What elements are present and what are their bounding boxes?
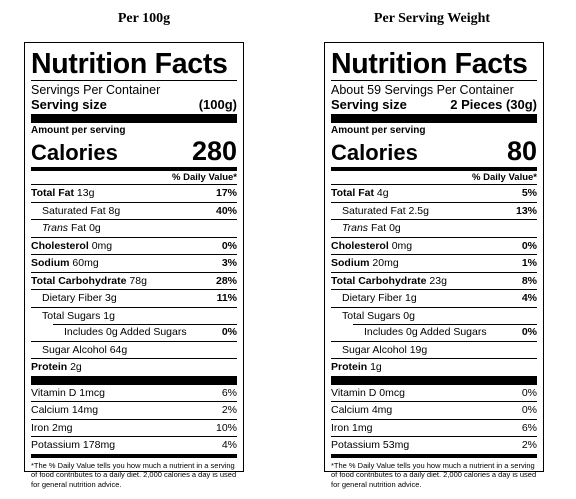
row-total-carbohydrate: Total Carbohydrate 23g 8%: [331, 271, 537, 290]
row-total-fat: Total Fat 13g 17%: [31, 184, 237, 202]
nutrition-facts-title: Nutrition Facts: [331, 48, 528, 80]
row-cholesterol: Cholesterol 0mg 0%: [31, 236, 237, 255]
daily-value-header: % Daily Value*: [472, 172, 537, 183]
row-protein: Protein 2g: [31, 358, 237, 376]
nutrition-label-per-100g: Nutrition Facts Servings Per Container S…: [24, 42, 244, 489]
footnote: *The % Daily Value tells you how much a …: [331, 460, 537, 489]
row-total-sugars: Total Sugars 0g: [331, 306, 537, 325]
calories-value: 280: [191, 136, 237, 166]
footnote: *The % Daily Value tells you how much a …: [31, 460, 237, 489]
row-iron: Iron 2mg 10%: [31, 418, 237, 437]
amount-per-serving: Amount per serving: [331, 125, 426, 136]
serving-size-row: Serving size (100g): [31, 97, 237, 114]
row-added-sugars: Includes 0g Added Sugars 0%: [331, 324, 537, 341]
row-total-fat: Total Fat 4g 5%: [331, 184, 537, 202]
row-saturated-fat: Saturated Fat 2.5g 13%: [331, 201, 537, 220]
serving-size-label: Serving size: [331, 97, 407, 112]
serving-size-value: (100g): [198, 97, 237, 112]
calories-row: Calories 80: [331, 137, 537, 165]
row-cholesterol: Cholesterol 0mg 0%: [331, 236, 537, 255]
calories-label: Calories: [331, 140, 418, 165]
amount-per-serving: Amount per serving: [31, 125, 126, 136]
row-calcium: Calcium 14mg 2%: [31, 401, 237, 419]
row-added-sugars: Includes 0g Added Sugars 0%: [31, 324, 237, 341]
row-vitamin-d: Vitamin D 1mcg 6%: [31, 386, 237, 399]
row-sugar-alcohol: Sugar Alcohol 19g: [331, 340, 537, 359]
row-total-carbohydrate: Total Carbohydrate 78g 28%: [31, 271, 237, 290]
serving-size-value: 2 Pieces (30g): [450, 97, 537, 112]
row-sugar-alcohol: Sugar Alcohol 64g: [31, 340, 237, 359]
row-trans-fat: Trans Fat 0g: [31, 219, 237, 237]
serving-size-label: Serving size: [31, 97, 107, 112]
row-iron: Iron 1mg 6%: [331, 418, 537, 437]
daily-value-header: % Daily Value*: [172, 172, 237, 183]
row-sodium: Sodium 20mg 1%: [331, 254, 537, 272]
nutrition-label-per-serving: Nutrition Facts About 59 Servings Per Co…: [324, 42, 544, 489]
nutrition-facts-title: Nutrition Facts: [31, 48, 228, 80]
left-heading: Per 100g: [117, 11, 171, 26]
row-sodium: Sodium 60mg 3%: [31, 254, 237, 272]
row-potassium: Potassium 53mg 2%: [331, 436, 537, 454]
row-protein: Protein 1g: [331, 358, 537, 376]
serving-size-row: Serving size 2 Pieces (30g): [331, 97, 537, 114]
row-saturated-fat: Saturated Fat 8g 40%: [31, 201, 237, 220]
row-vitamin-d: Vitamin D 0mcg 0%: [331, 386, 537, 399]
servings-per-container: Servings Per Container: [31, 83, 161, 97]
calories-label: Calories: [31, 140, 118, 165]
row-total-sugars: Total Sugars 1g: [31, 306, 237, 325]
calories-value: 80: [506, 136, 537, 166]
row-dietary-fiber: Dietary Fiber 1g 4%: [331, 289, 537, 307]
row-dietary-fiber: Dietary Fiber 3g 11%: [31, 289, 237, 307]
row-calcium: Calcium 4mg 0%: [331, 401, 537, 419]
calories-row: Calories 280: [31, 137, 237, 165]
row-trans-fat: Trans Fat 0g: [331, 219, 537, 237]
right-heading: Per Serving Weight: [373, 11, 491, 26]
servings-per-container: About 59 Servings Per Container: [331, 83, 514, 97]
row-potassium: Potassium 178mg 4%: [31, 436, 237, 454]
